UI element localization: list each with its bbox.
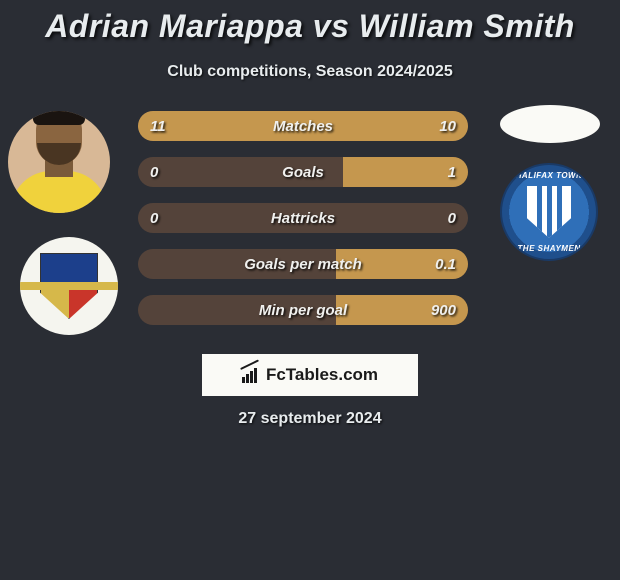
right-player-column: HALIFAX TOWN THE SHAYMEN [490, 111, 610, 261]
stat-label: Matches [138, 111, 468, 141]
stat-row: 11Matches10 [138, 111, 468, 141]
stat-label: Hattricks [138, 203, 468, 233]
bar-chart-trend-icon [242, 367, 260, 383]
stat-label: Min per goal [138, 295, 468, 325]
stat-row: 0Goals1 [138, 157, 468, 187]
player-right-club-crest: HALIFAX TOWN THE SHAYMEN [500, 163, 598, 261]
brand-text: FcTables.com [266, 365, 378, 385]
stat-label: Goals [138, 157, 468, 187]
season-subtitle: Club competitions, Season 2024/2025 [0, 63, 620, 81]
brand-card[interactable]: FcTables.com [202, 354, 418, 396]
stat-right-value: 1 [448, 157, 456, 187]
stat-row: Goals per match0.1 [138, 249, 468, 279]
club-badge-bottom-text: THE SHAYMEN [502, 244, 596, 253]
stats-bars: 11Matches100Goals10Hattricks0Goals per m… [138, 111, 468, 341]
stat-right-value: 10 [439, 111, 456, 141]
player-left-avatar [8, 111, 110, 213]
snapshot-date: 27 september 2024 [0, 410, 620, 428]
stat-row: 0Hattricks0 [138, 203, 468, 233]
left-player-column [8, 111, 128, 335]
stat-right-value: 0 [448, 203, 456, 233]
stat-label: Goals per match [138, 249, 468, 279]
page-title: Adrian Mariappa vs William Smith [0, 0, 620, 45]
stat-right-value: 900 [431, 295, 456, 325]
player-right-avatar-placeholder [500, 105, 600, 143]
player-left-club-crest [20, 237, 118, 335]
club-badge-top-text: HALIFAX TOWN [502, 171, 596, 180]
stat-row: Min per goal900 [138, 295, 468, 325]
stat-right-value: 0.1 [435, 249, 456, 279]
